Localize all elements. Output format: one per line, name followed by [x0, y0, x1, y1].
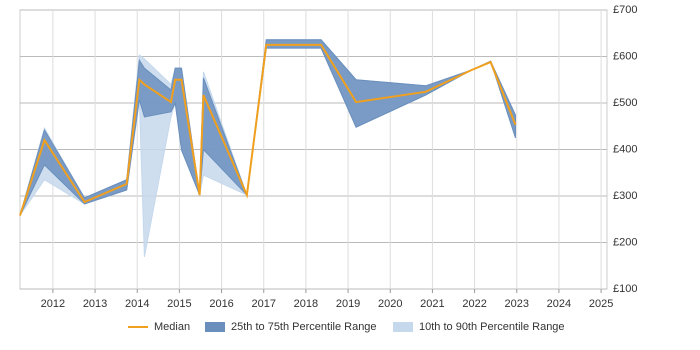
x-tick-label: 2023	[505, 298, 529, 310]
x-tick-label: 2015	[167, 298, 191, 310]
y-tick-label: £700	[613, 4, 637, 16]
legend-label: 10th to 90th Percentile Range	[419, 321, 565, 333]
legend-label: Median	[154, 321, 190, 333]
legend-label: 25th to 75th Percentile Range	[231, 321, 377, 333]
x-tick-label: 2018	[294, 298, 318, 310]
y-tick-label: £500	[613, 97, 637, 109]
y-tick-label: £200	[613, 236, 637, 248]
y-tick-label: £400	[613, 143, 637, 155]
y-tick-label: £100	[613, 283, 637, 295]
x-tick-label: 2019	[336, 298, 360, 310]
median-line	[19, 43, 517, 216]
x-tick-label: 2013	[83, 298, 107, 310]
x-tick-label: 2014	[125, 298, 149, 310]
y-tick-label: £300	[613, 190, 637, 202]
x-tick-label: 2025	[589, 298, 613, 310]
x-tick-label: 2021	[420, 298, 444, 310]
x-tick-label: 2022	[462, 298, 486, 310]
x-tick-label: 2012	[41, 298, 65, 310]
x-tick-label: 2020	[378, 298, 402, 310]
y-tick-label: £600	[613, 50, 637, 62]
x-tick-label: 2024	[547, 298, 571, 310]
x-tick-label: 2017	[251, 298, 275, 310]
x-tick-label: 2016	[209, 298, 233, 310]
legend-swatch	[205, 322, 225, 332]
legend-swatch	[393, 322, 413, 332]
